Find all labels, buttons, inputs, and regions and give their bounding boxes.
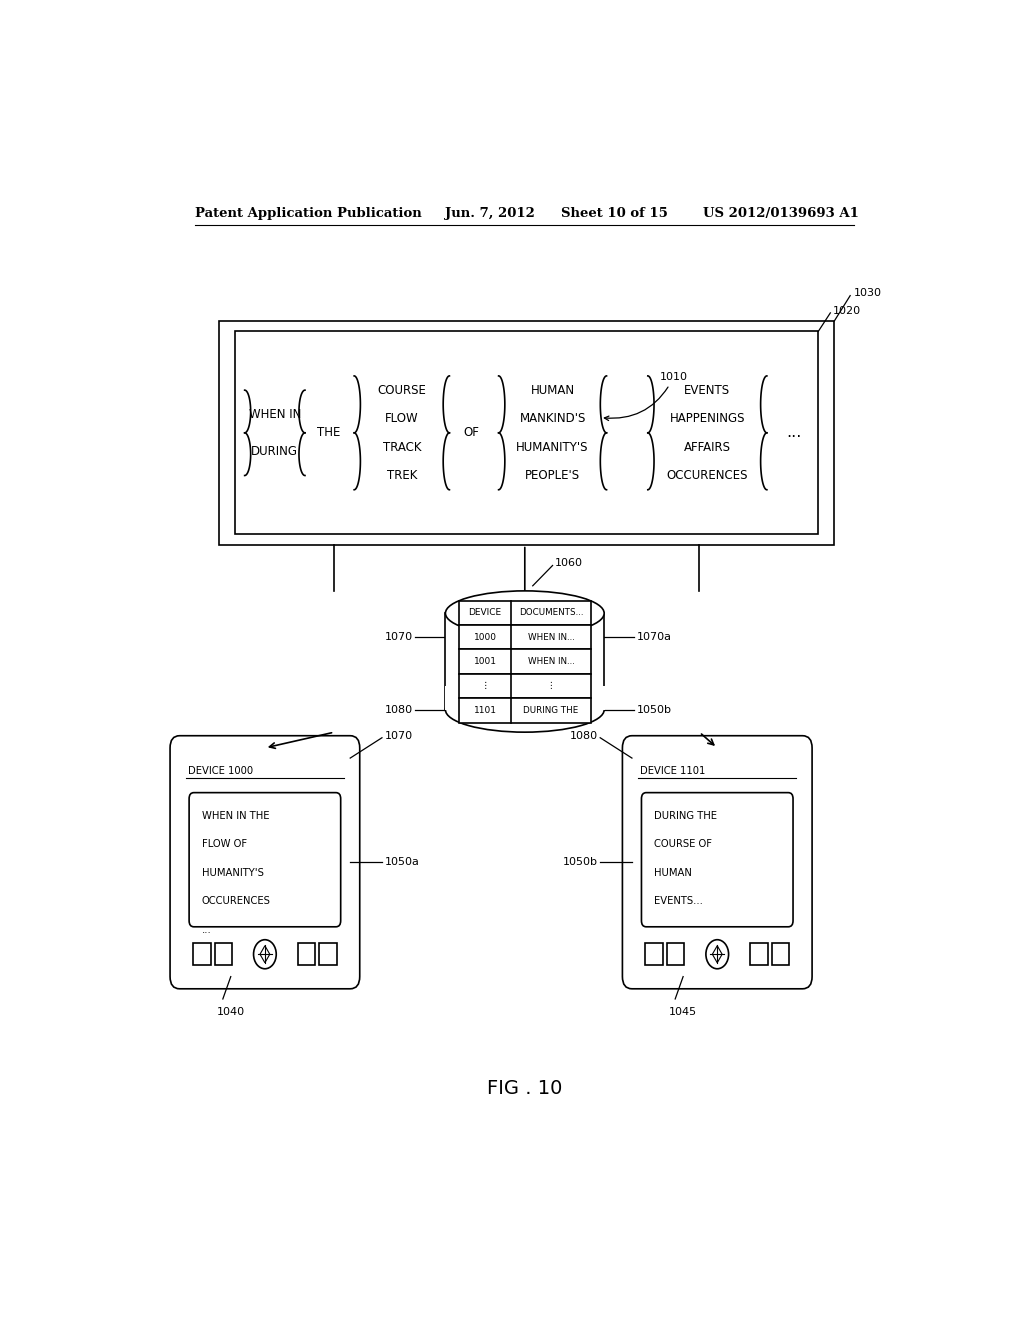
- Text: 1010: 1010: [604, 372, 688, 421]
- Bar: [319, 942, 337, 965]
- Text: 1050b: 1050b: [563, 857, 598, 867]
- Text: 1070: 1070: [384, 731, 413, 741]
- Text: HAPPENINGS: HAPPENINGS: [670, 412, 745, 425]
- Text: ⋮: ⋮: [480, 681, 489, 690]
- Text: HUMAN: HUMAN: [654, 867, 692, 878]
- Bar: [459, 601, 591, 624]
- Text: ⋮: ⋮: [547, 681, 555, 690]
- Bar: [459, 698, 591, 722]
- Text: MANKIND'S: MANKIND'S: [519, 412, 586, 425]
- Text: 1101: 1101: [474, 706, 497, 715]
- Text: 1060: 1060: [555, 558, 583, 569]
- Bar: [219, 321, 835, 545]
- Text: ...: ...: [786, 425, 802, 441]
- Text: 1070a: 1070a: [637, 632, 672, 642]
- Bar: [751, 942, 768, 965]
- Text: FIG . 10: FIG . 10: [487, 1078, 562, 1098]
- Text: DOCUMENTS...: DOCUMENTS...: [519, 609, 584, 618]
- Bar: [459, 624, 591, 649]
- Text: 1040: 1040: [217, 1007, 245, 1018]
- Text: DURING THE: DURING THE: [523, 706, 579, 715]
- Text: 1050a: 1050a: [384, 857, 419, 867]
- Bar: [667, 942, 684, 965]
- Bar: [445, 614, 604, 710]
- Bar: [236, 331, 818, 535]
- Text: 1001: 1001: [474, 657, 497, 667]
- Text: COURSE OF: COURSE OF: [654, 840, 712, 849]
- Text: HUMANITY'S: HUMANITY'S: [516, 441, 589, 454]
- Text: OF: OF: [464, 426, 479, 440]
- Text: US 2012/0139693 A1: US 2012/0139693 A1: [703, 207, 859, 220]
- Text: TREK: TREK: [387, 469, 417, 482]
- Bar: [459, 673, 591, 698]
- Text: DEVICE 1000: DEVICE 1000: [187, 766, 253, 776]
- Text: Patent Application Publication: Patent Application Publication: [196, 207, 422, 220]
- Text: 1070: 1070: [385, 632, 413, 642]
- Text: DURING THE: DURING THE: [654, 810, 717, 821]
- Text: 1050b: 1050b: [637, 705, 672, 715]
- Text: TRACK: TRACK: [383, 441, 421, 454]
- FancyBboxPatch shape: [189, 792, 341, 927]
- Text: WHEN IN THE: WHEN IN THE: [202, 810, 269, 821]
- Bar: [444, 686, 605, 710]
- Text: 1000: 1000: [474, 632, 497, 642]
- Bar: [459, 649, 591, 673]
- Ellipse shape: [445, 688, 604, 733]
- FancyBboxPatch shape: [641, 792, 793, 927]
- Text: EVENTS...: EVENTS...: [654, 896, 703, 907]
- Text: 1080: 1080: [569, 731, 598, 741]
- Text: 1030: 1030: [854, 288, 882, 297]
- Bar: [772, 942, 790, 965]
- Text: Sheet 10 of 15: Sheet 10 of 15: [560, 207, 668, 220]
- Text: ...: ...: [202, 925, 212, 935]
- Text: FLOW OF: FLOW OF: [202, 840, 247, 849]
- Bar: [298, 942, 315, 965]
- Text: WHEN IN: WHEN IN: [249, 408, 301, 421]
- Text: 1020: 1020: [833, 306, 861, 315]
- Text: DURING: DURING: [251, 445, 298, 458]
- Text: HUMANITY'S: HUMANITY'S: [202, 867, 263, 878]
- Text: 1045: 1045: [669, 1007, 697, 1018]
- Text: PEOPLE'S: PEOPLE'S: [525, 469, 581, 482]
- Text: DEVICE: DEVICE: [469, 609, 502, 618]
- FancyBboxPatch shape: [170, 735, 359, 989]
- Bar: [645, 942, 663, 965]
- Text: AFFAIRS: AFFAIRS: [684, 441, 731, 454]
- Text: Jun. 7, 2012: Jun. 7, 2012: [445, 207, 536, 220]
- Ellipse shape: [445, 591, 604, 636]
- FancyBboxPatch shape: [623, 735, 812, 989]
- Text: HUMAN: HUMAN: [530, 384, 574, 396]
- Bar: [214, 942, 232, 965]
- Bar: [194, 942, 211, 965]
- Text: DEVICE 1101: DEVICE 1101: [640, 766, 706, 776]
- Text: THE: THE: [317, 426, 340, 440]
- Text: COURSE: COURSE: [378, 384, 426, 396]
- Text: 1080: 1080: [385, 705, 413, 715]
- Text: WHEN IN...: WHEN IN...: [527, 657, 574, 667]
- Text: OCCURENCES: OCCURENCES: [667, 469, 749, 482]
- Text: FLOW: FLOW: [385, 412, 419, 425]
- Text: OCCURENCES: OCCURENCES: [202, 896, 270, 907]
- Text: EVENTS: EVENTS: [684, 384, 730, 396]
- Text: WHEN IN...: WHEN IN...: [527, 632, 574, 642]
